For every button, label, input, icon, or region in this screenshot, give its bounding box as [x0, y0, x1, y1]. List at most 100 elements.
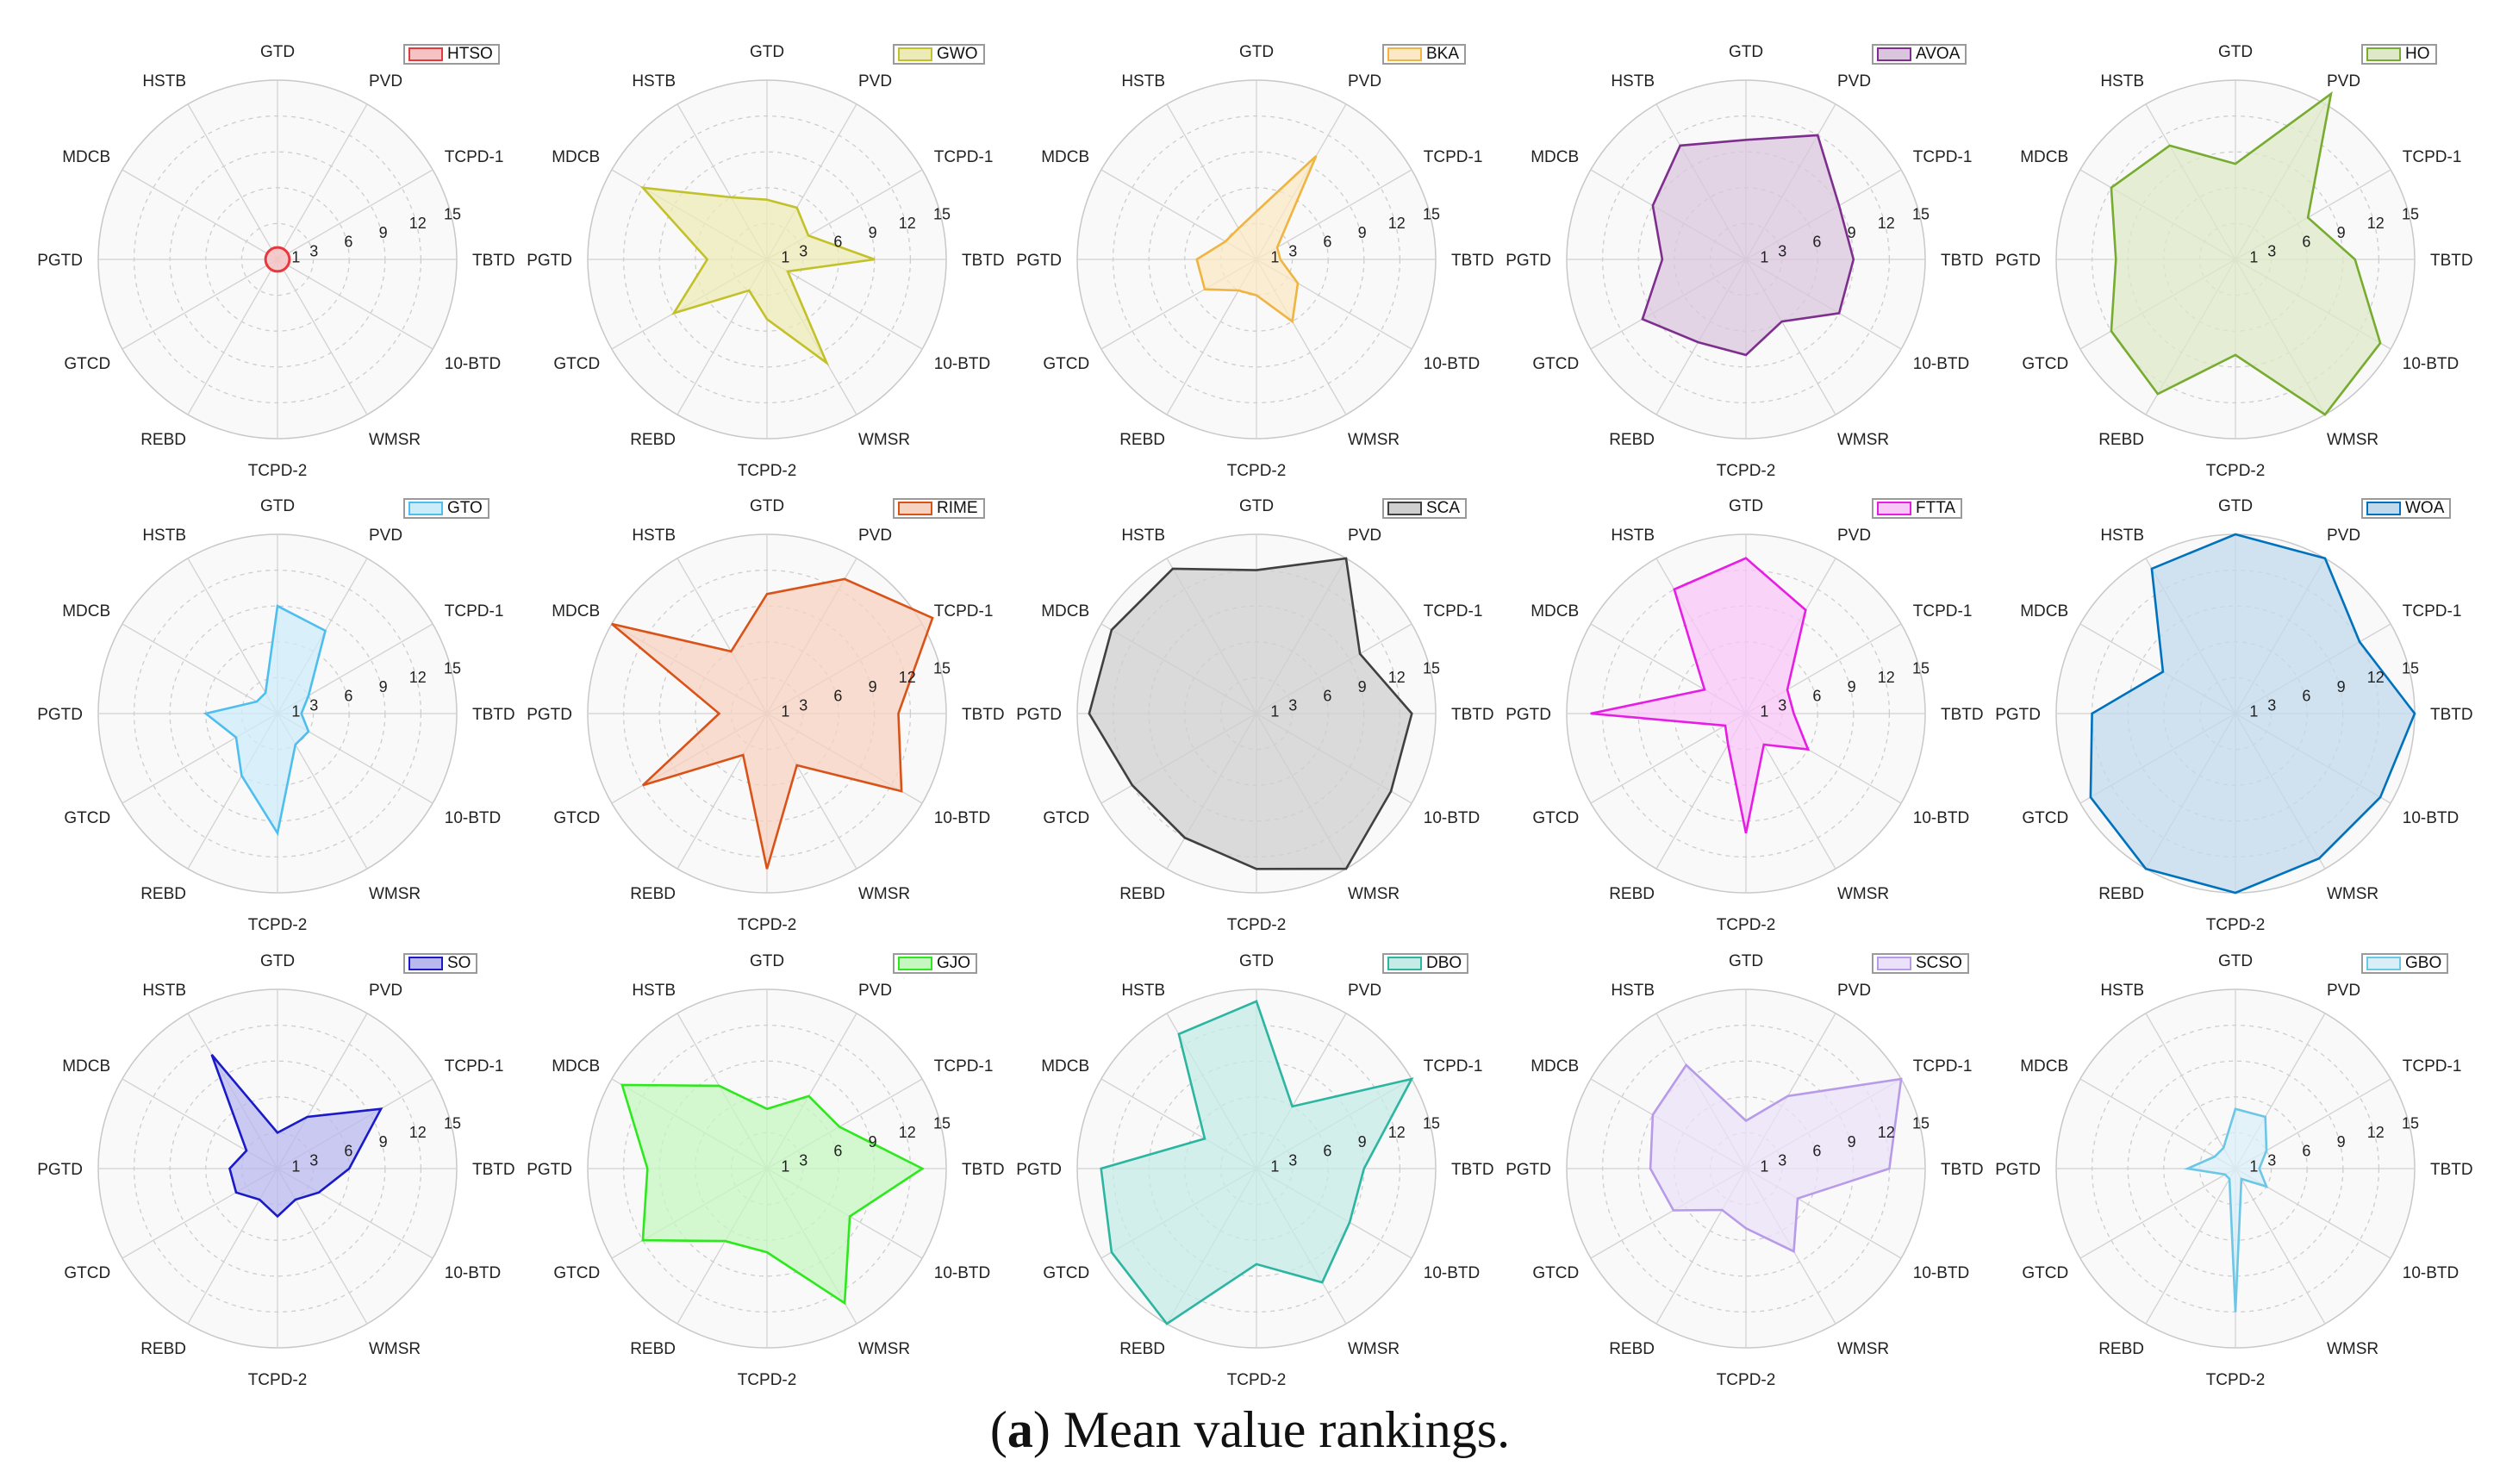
- axis-label: 10-BTD: [445, 809, 501, 827]
- axis-label: PVD: [1348, 72, 1381, 90]
- radial-tick-label: 15: [2402, 660, 2419, 677]
- axis-label: TCPD-1: [2403, 602, 2462, 620]
- legend-woa: WOA: [2361, 498, 2452, 519]
- axis-label: HSTB: [1121, 982, 1165, 1000]
- axis-label: GTD: [1729, 43, 1763, 61]
- axis-label: REBD: [2098, 885, 2144, 903]
- axis-label: PVD: [2327, 982, 2360, 1000]
- series-polygon: [2089, 533, 2416, 895]
- axis-label: HSTB: [1121, 72, 1165, 90]
- legend-label: WOA: [2405, 499, 2445, 517]
- radar-chart-ho: 1 3 6 9 12 15 GTD PVD TCPD-1 TBTD 10-BTD WMSR TCPD-2…: [1995, 43, 2472, 480]
- axis-label: 10-BTD: [1913, 355, 1969, 373]
- radial-tick-label: 1: [781, 702, 789, 720]
- axis-label: WMSR: [1837, 885, 1889, 903]
- axis-label: TCPD-2: [2206, 1371, 2266, 1389]
- axis-label: PVD: [369, 982, 402, 1000]
- radial-tick-label: 6: [344, 234, 352, 251]
- axis-label: MDCB: [552, 602, 600, 620]
- axis-label: TBTD: [962, 1161, 1005, 1179]
- axis-label: 10-BTD: [1424, 809, 1480, 827]
- axis-label: PVD: [1837, 72, 1871, 90]
- axis-label: GTCD: [2022, 1264, 2068, 1282]
- radial-tick-label: 9: [869, 224, 877, 241]
- axis-label: TBTD: [1451, 1161, 1494, 1179]
- axis-label: REBD: [630, 431, 676, 449]
- axis-label: GTCD: [553, 355, 600, 373]
- legend-avoa: AVOA: [1872, 44, 1967, 65]
- axis-label: WMSR: [1348, 431, 1400, 449]
- legend-swatch: [408, 957, 443, 970]
- radial-tick-label: 9: [1358, 224, 1367, 241]
- axis-label: PGTD: [1506, 706, 1551, 724]
- radial-tick-label: 9: [2337, 1133, 2346, 1150]
- radial-tick-label: 3: [309, 1151, 318, 1169]
- axis-label: HSTB: [632, 72, 676, 90]
- axis-label: GTD: [1729, 952, 1763, 970]
- axis-label: PVD: [2327, 527, 2360, 545]
- grid-spoke: [2145, 1168, 2236, 1325]
- axis-label: MDCB: [2020, 1057, 2068, 1076]
- axis-label: TCPD-1: [445, 1057, 504, 1076]
- radar-panel-ftta: 1 3 6 9 12 15 GTD PVD TCPD-1 TBTD 10-BTD WMSR TCPD-2…: [1501, 486, 1991, 941]
- radar-panel-gbo: 1 3 6 9 12 15 GTD PVD TCPD-1 TBTD 10-BTD WMSR TCPD-2…: [1991, 941, 2480, 1396]
- axis-label: TCPD-2: [1227, 916, 1287, 934]
- axis-label: TBTD: [962, 706, 1005, 724]
- axis-label: PVD: [1348, 527, 1381, 545]
- radial-tick-label: 15: [444, 206, 461, 223]
- radial-tick-label: 1: [1270, 248, 1279, 265]
- radial-tick-label: 9: [1358, 678, 1367, 695]
- axis-label: TBTD: [472, 1161, 515, 1179]
- radar-chart-gjo: 1 3 6 9 12 15 GTD PVD TCPD-1 TBTD 10-BTD WMSR TCPD-2…: [527, 952, 1005, 1389]
- axis-label: GTD: [260, 952, 295, 970]
- radial-tick-label: 6: [1812, 688, 1821, 705]
- radial-tick-label: 15: [444, 660, 461, 677]
- axis-label: 10-BTD: [934, 1264, 990, 1282]
- axis-label: HSTB: [1611, 72, 1655, 90]
- caption-letter: a: [1007, 1401, 1033, 1458]
- legend-gwo: GWO: [893, 44, 985, 65]
- legend-swatch: [2366, 502, 2401, 515]
- axis-label: WMSR: [369, 1340, 421, 1358]
- radial-tick-label: 9: [869, 1133, 877, 1150]
- axis-label: PVD: [369, 527, 402, 545]
- radial-tick-label: 12: [2367, 669, 2385, 686]
- axis-label: PVD: [2327, 72, 2360, 90]
- axis-label: TCPD-2: [248, 462, 308, 480]
- radial-tick-label: 9: [1848, 1133, 1856, 1150]
- axis-label: TCPD-2: [1717, 1371, 1776, 1389]
- series-polygon: [2110, 90, 2382, 416]
- axis-label: TCPD-1: [2403, 148, 2462, 166]
- radar-panel-ho: 1 3 6 9 12 15 GTD PVD TCPD-1 TBTD 10-BTD WMSR TCPD-2…: [1991, 32, 2480, 487]
- axis-label: GTD: [260, 43, 295, 61]
- radial-tick-label: 12: [1388, 669, 1406, 686]
- radar-panel-gto: 1 3 6 9 12 15 GTD PVD TCPD-1 TBTD 10-BTD WMSR TCPD-2…: [33, 486, 522, 941]
- axis-label: PGTD: [1995, 706, 2041, 724]
- radial-tick-label: 15: [1912, 1115, 1930, 1132]
- radial-tick-label: 9: [1848, 678, 1856, 695]
- legend-label: RIME: [937, 499, 978, 517]
- radar-panel-rime: 1 3 6 9 12 15 GTD PVD TCPD-1 TBTD 10-BTD WMSR TCPD-2…: [522, 486, 1012, 941]
- axis-label: REBD: [1609, 431, 1655, 449]
- axis-label: PVD: [858, 527, 892, 545]
- grid-spoke: [2079, 1078, 2236, 1169]
- legend-label: AVOA: [1916, 45, 1961, 63]
- radial-tick-label: 1: [291, 248, 300, 265]
- legend-label: HO: [2405, 45, 2430, 63]
- axis-label: REBD: [1609, 885, 1655, 903]
- axis-label: PGTD: [1016, 252, 1062, 270]
- radar-panel-scso: 1 3 6 9 12 15 GTD PVD TCPD-1 TBTD 10-BTD WMSR TCPD-2…: [1501, 941, 1991, 1396]
- axis-label: MDCB: [62, 602, 110, 620]
- radial-tick-label: 9: [379, 678, 388, 695]
- axis-label: WMSR: [2327, 1340, 2378, 1358]
- radial-tick-label: 9: [2337, 224, 2346, 241]
- legend-swatch: [408, 502, 443, 515]
- radial-tick-label: 15: [933, 206, 951, 223]
- axis-label: TBTD: [1451, 252, 1494, 270]
- axis-label: REBD: [1119, 1340, 1165, 1358]
- axis-label: GTCD: [64, 355, 110, 373]
- grid-spoke: [122, 169, 278, 260]
- radial-tick-label: 1: [1270, 702, 1279, 720]
- legend-swatch: [898, 47, 932, 61]
